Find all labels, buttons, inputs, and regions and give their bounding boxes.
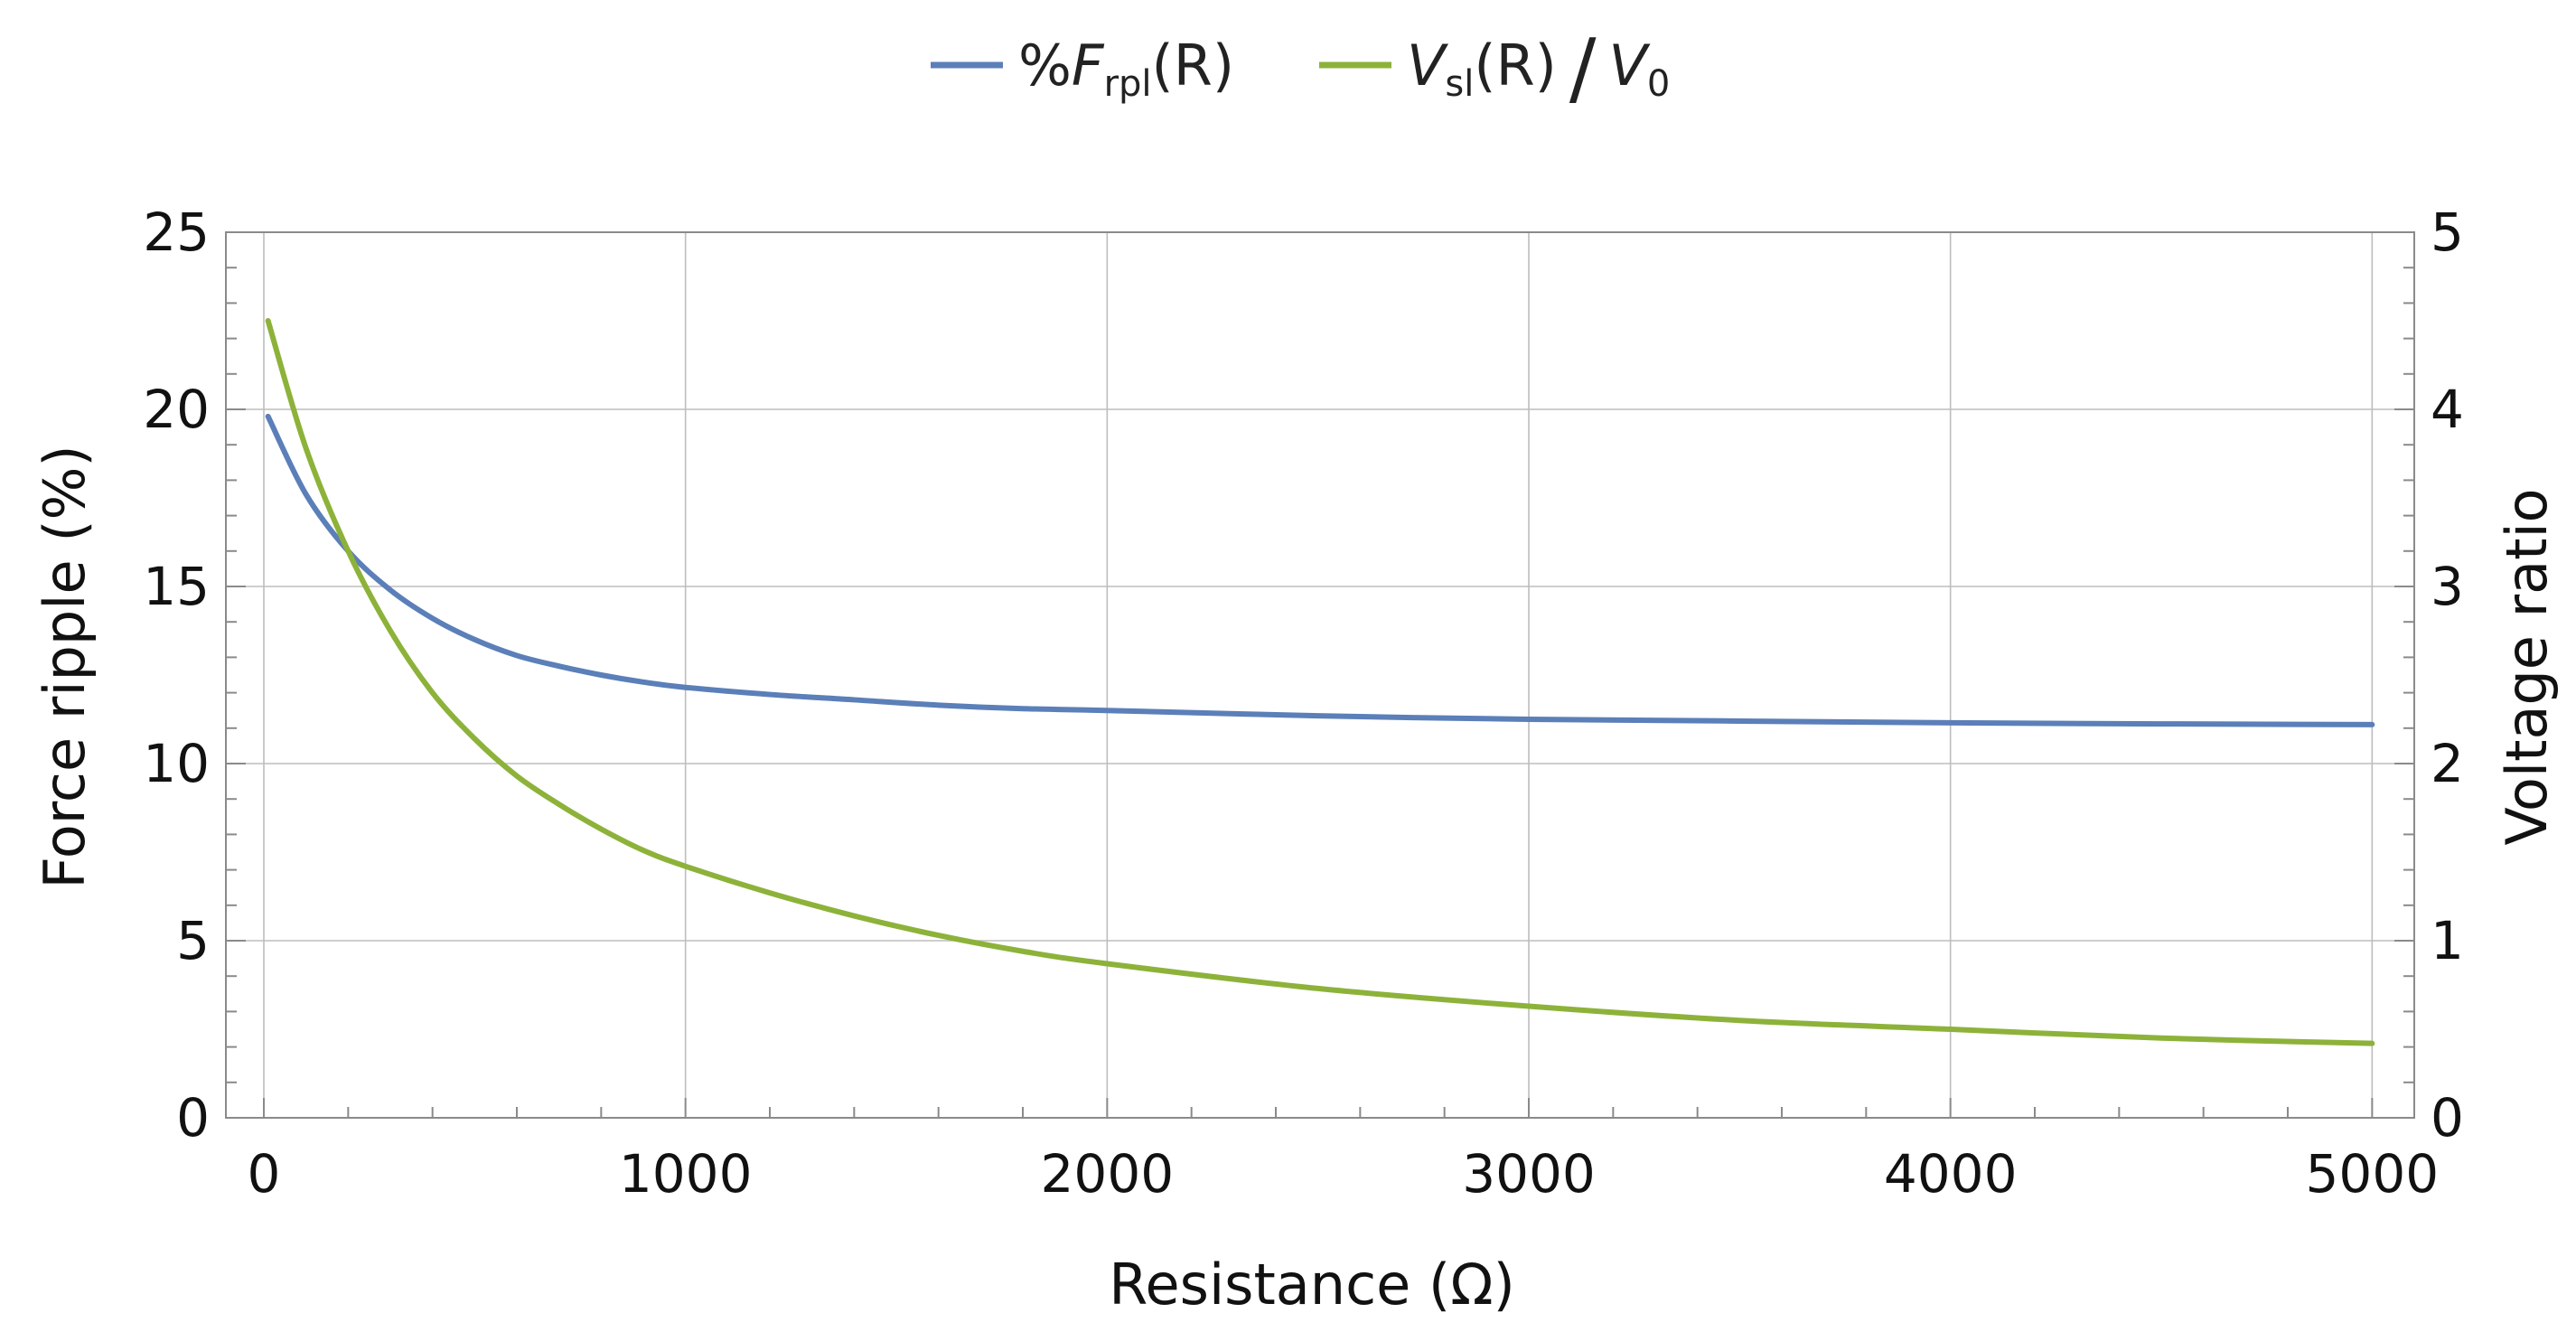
x-tick-label: 3000 xyxy=(1462,1143,1596,1205)
y-right-tick-label: 0 xyxy=(2431,1087,2464,1149)
legend-label-voltage-ratio: Vsl(R) / V0 xyxy=(1407,22,1670,115)
x-tick-label: 1000 xyxy=(619,1143,753,1205)
y-right-tick-label: 5 xyxy=(2431,202,2464,263)
x-tick-label: 0 xyxy=(248,1143,281,1205)
y-right-tick-label: 3 xyxy=(2431,556,2464,617)
y-right-tick-label: 2 xyxy=(2431,733,2464,794)
x-axis-title: Resistance (Ω) xyxy=(1109,1252,1515,1318)
y-left-tick-label: 0 xyxy=(176,1087,210,1149)
series-line-force-ripple xyxy=(265,413,2375,727)
legend-label-force-ripple: %Frpl(R) xyxy=(1018,33,1234,105)
y-left-tick-label: 25 xyxy=(143,202,210,263)
y-left-tick-label: 5 xyxy=(176,910,210,971)
y-right-tick-label: 1 xyxy=(2431,910,2464,971)
x-tick-label: 2000 xyxy=(1041,1143,1175,1205)
x-tick-label: 4000 xyxy=(1884,1143,2018,1205)
frame-layer xyxy=(225,231,2415,1119)
y-right-tick-label: 4 xyxy=(2431,379,2464,440)
legend: %Frpl(R) Vsl(R) / V0 xyxy=(931,22,1670,115)
y-left-axis-title: Force ripple (%) xyxy=(32,445,98,888)
y-left-tick-label: 10 xyxy=(143,733,210,794)
series-layer xyxy=(265,318,2375,1046)
y-right-axis-title: Voltage ratio xyxy=(2494,488,2560,845)
plot-frame xyxy=(225,231,2415,1119)
series-line-voltage-ratio xyxy=(265,318,2375,1046)
y-left-tick-label: 15 xyxy=(143,556,210,617)
x-tick-label: 5000 xyxy=(2306,1143,2440,1205)
grid-layer xyxy=(226,231,2414,1119)
y-left-tick-label: 20 xyxy=(143,379,210,440)
